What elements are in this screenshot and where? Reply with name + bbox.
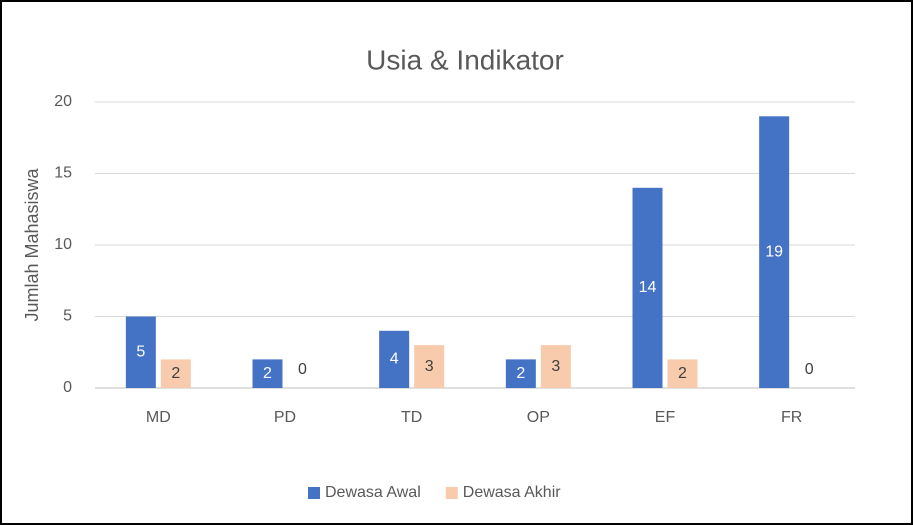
- data-label: 0: [298, 361, 307, 378]
- data-label: 14: [639, 279, 657, 296]
- legend-swatch: [308, 487, 320, 499]
- y-axis-label: Jumlah Mahasiswa: [22, 167, 42, 321]
- y-tick-label: 0: [63, 379, 72, 396]
- data-label: 3: [551, 358, 560, 375]
- bar: [632, 187, 663, 388]
- bar: [540, 345, 571, 388]
- x-tick-label: OP: [527, 409, 550, 426]
- data-label: 3: [425, 358, 434, 375]
- x-tick-label: EF: [655, 409, 676, 426]
- bar: [414, 345, 445, 388]
- y-tick-label: 20: [54, 93, 72, 110]
- y-tick-label: 15: [54, 165, 72, 182]
- x-tick-label: MD: [146, 409, 171, 426]
- legend-label: Dewasa Awal: [325, 484, 421, 501]
- x-tick-label: TD: [401, 409, 422, 426]
- bar: [667, 359, 698, 388]
- data-label: 2: [263, 365, 272, 382]
- chart-title: Usia & Indikator: [366, 44, 564, 75]
- bar: [160, 359, 191, 388]
- data-label: 4: [390, 351, 399, 368]
- bar: [759, 116, 790, 389]
- bar: [379, 330, 410, 388]
- x-tick-label: FR: [781, 409, 802, 426]
- x-tick-label: PD: [274, 409, 296, 426]
- legend-swatch: [445, 487, 458, 499]
- data-label: 2: [678, 365, 687, 382]
- bar: [125, 316, 156, 388]
- data-label: 5: [136, 343, 145, 360]
- legend-label: Dewasa Akhir: [463, 484, 561, 501]
- bar: [252, 359, 283, 388]
- y-tick-label: 5: [63, 308, 72, 325]
- y-tick-label: 10: [54, 236, 72, 253]
- data-label: 2: [171, 365, 180, 382]
- bar: [505, 359, 536, 388]
- data-label: 19: [765, 243, 783, 260]
- data-label: 0: [805, 361, 814, 378]
- data-label: 2: [516, 365, 525, 382]
